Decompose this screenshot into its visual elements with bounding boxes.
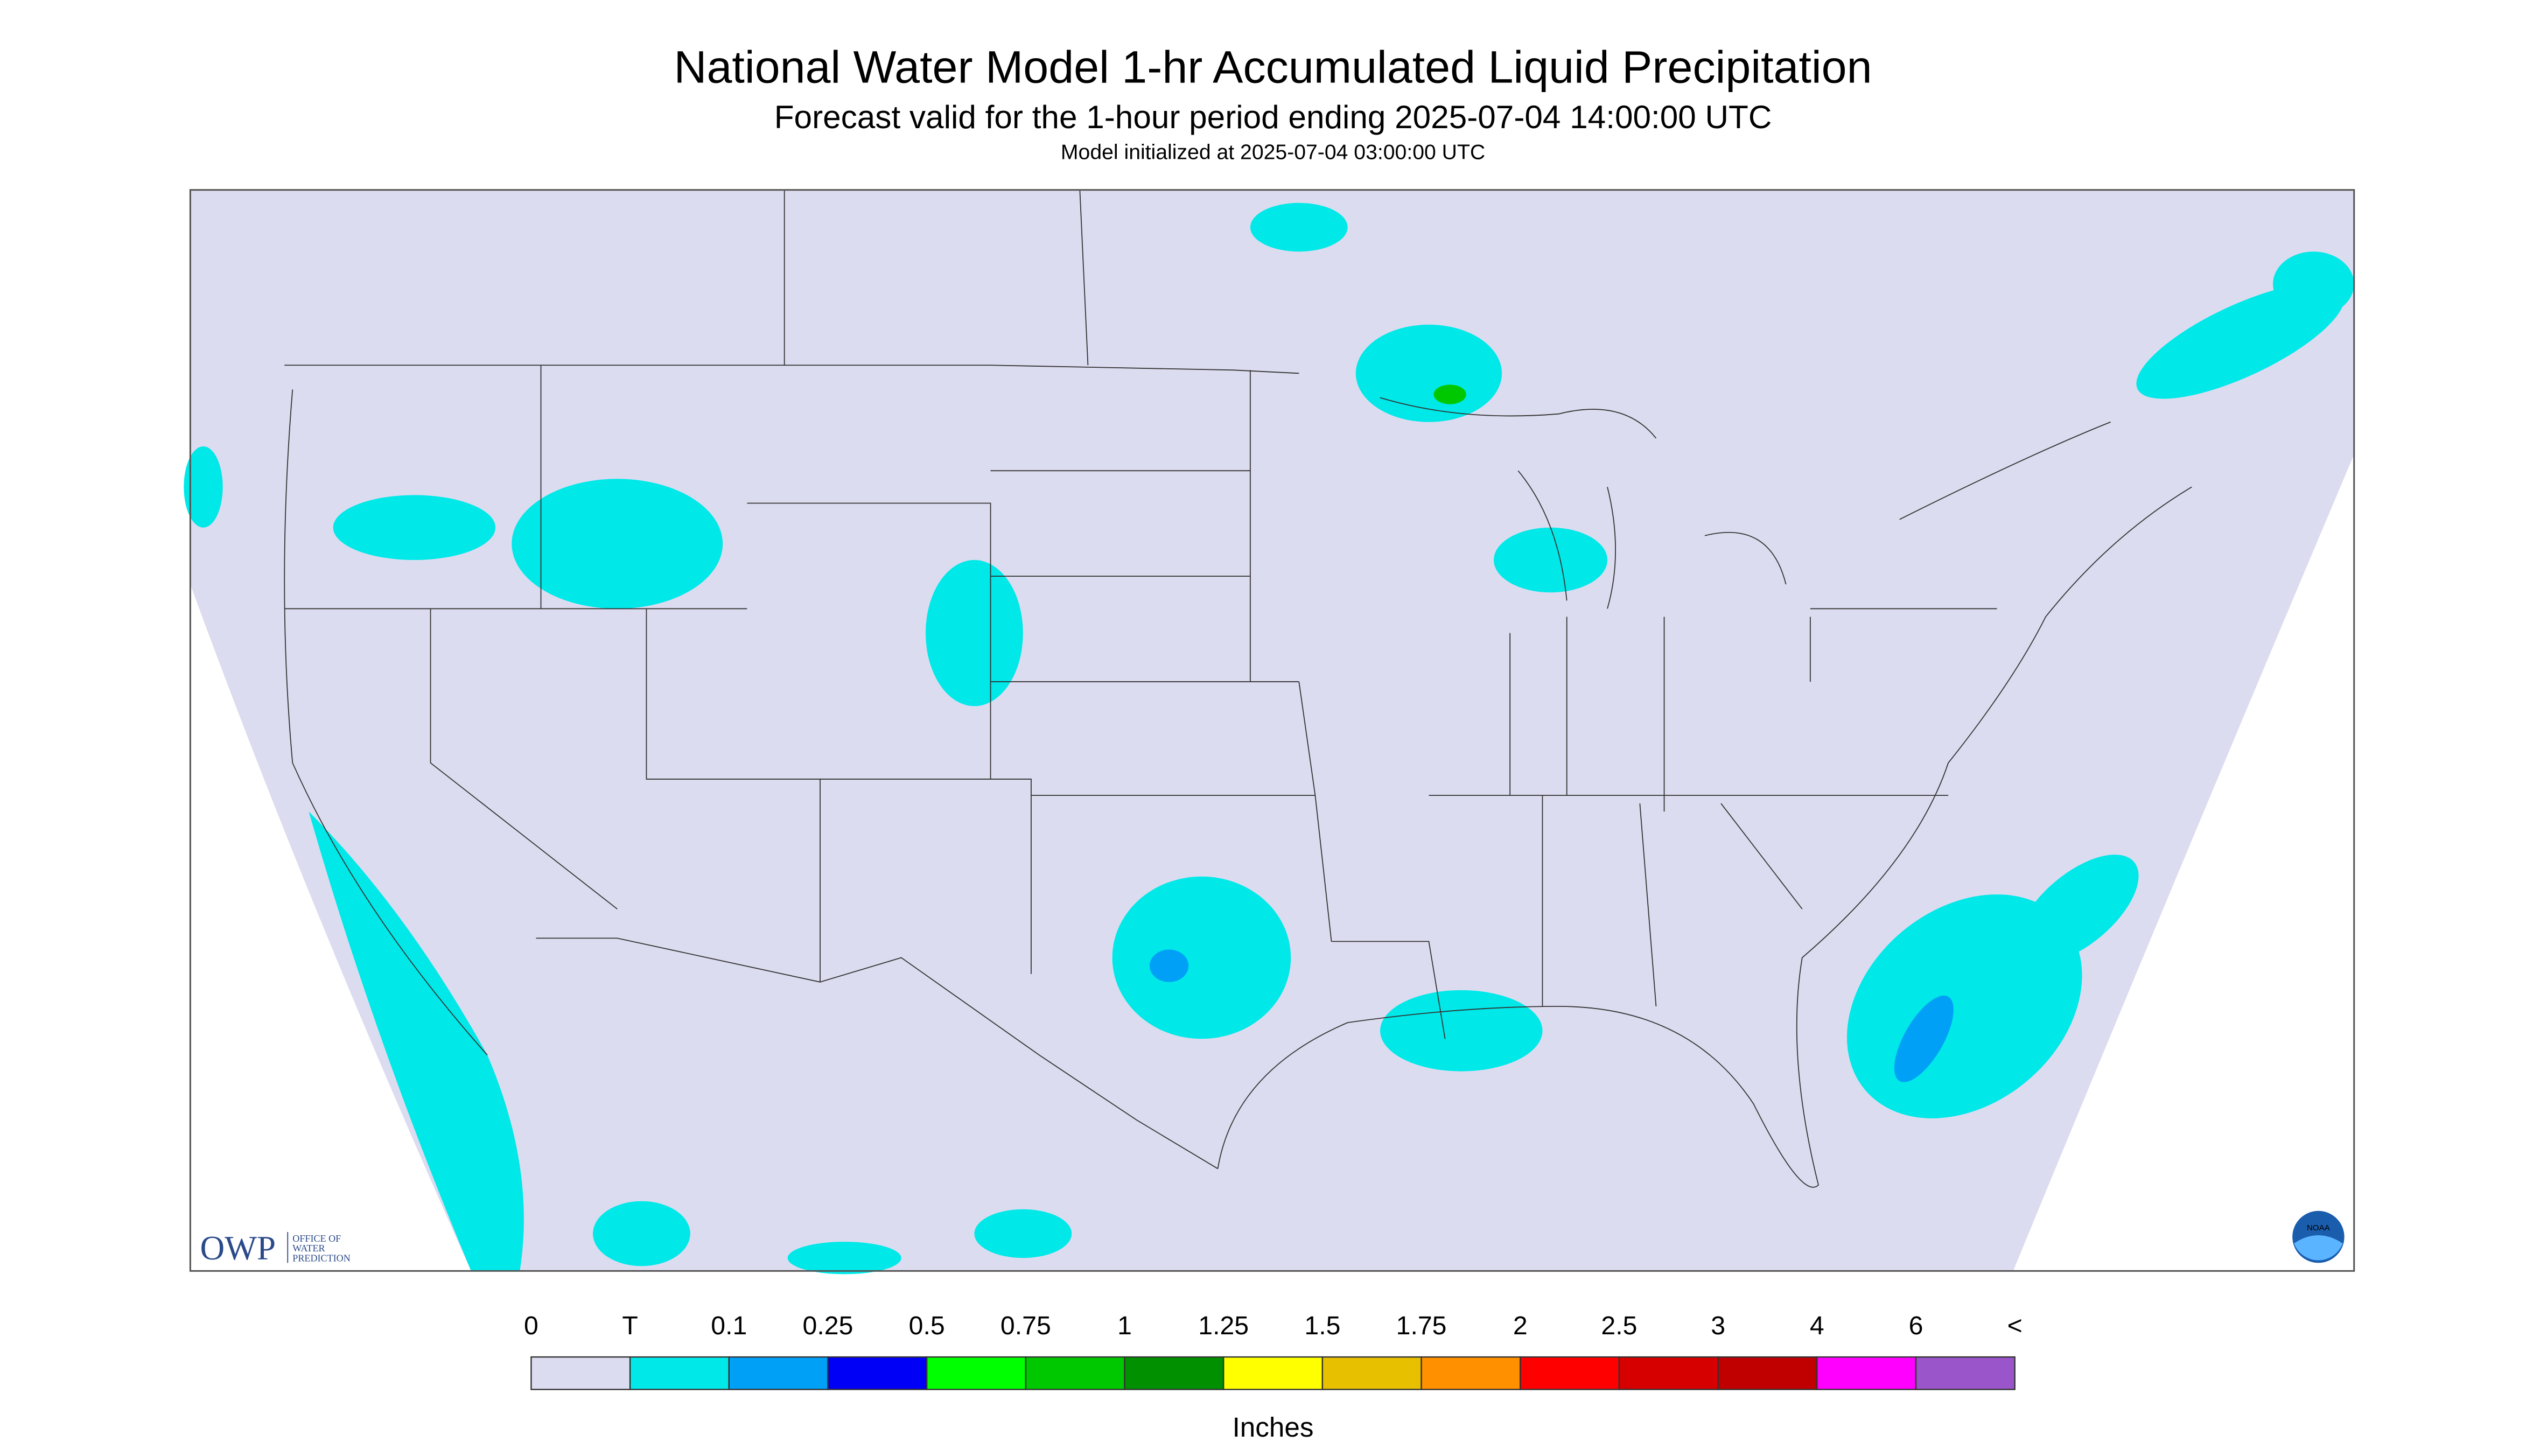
map: OWP OFFICE OF WATER PREDICTION NOAA xyxy=(184,189,2355,1275)
border xyxy=(284,365,1332,982)
precip xyxy=(2136,283,2345,399)
owp-logo: OWP xyxy=(200,1229,276,1267)
legend-swatch xyxy=(1223,1356,1324,1390)
legend-swatch xyxy=(1717,1356,1818,1390)
legend-swatch xyxy=(1321,1356,1422,1390)
subtitle: Forecast valid for the 1-hour period end… xyxy=(774,99,1772,135)
precip-areas xyxy=(184,202,2354,1275)
legend-swatch xyxy=(530,1356,631,1390)
great-lakes xyxy=(1380,397,2111,609)
legend-swatch xyxy=(1520,1356,1620,1390)
legend-swatch xyxy=(827,1356,928,1390)
legend-swatch xyxy=(1421,1356,1521,1390)
precip xyxy=(925,560,1023,706)
legend-label: 1.5 xyxy=(1304,1311,1340,1340)
init-time: Model initialized at 2025-07-04 03:00:00… xyxy=(1061,141,1485,164)
precip xyxy=(2017,855,2139,964)
legend-swatch xyxy=(1124,1356,1224,1390)
precip xyxy=(1380,990,1543,1072)
legend-swatch xyxy=(1816,1356,1917,1390)
precip xyxy=(1355,324,1502,422)
precip xyxy=(309,811,524,1271)
legend-label: 0.75 xyxy=(1000,1311,1051,1340)
legend-swatch xyxy=(629,1356,730,1390)
legend-label: 0.25 xyxy=(803,1311,853,1340)
legend-swatch xyxy=(1915,1356,2016,1390)
legend-swatch xyxy=(1025,1356,1125,1390)
noaa-text: NOAA xyxy=(2307,1223,2331,1233)
legend-label: 1.75 xyxy=(1396,1311,1447,1340)
legend-swatch xyxy=(728,1356,829,1390)
precip xyxy=(592,1201,690,1266)
noaa-wave xyxy=(2294,1235,2343,1261)
legend-label: 0.1 xyxy=(711,1311,747,1340)
precip xyxy=(512,479,723,609)
map-frame xyxy=(189,189,2355,1272)
legend-label: < xyxy=(2007,1311,2023,1340)
precip xyxy=(2272,251,2354,317)
precip xyxy=(1433,384,1466,404)
legend-label: 1.25 xyxy=(1198,1311,1249,1340)
precip xyxy=(333,495,496,560)
border xyxy=(536,608,1997,1170)
legend-label: 0 xyxy=(524,1311,538,1340)
title: National Water Model 1-hr Accumulated Li… xyxy=(674,42,1872,93)
owp-line: WATER xyxy=(292,1243,325,1254)
border xyxy=(284,190,1299,374)
legend-unit: Inches xyxy=(1233,1412,1314,1443)
legend-label: 0.5 xyxy=(909,1311,945,1340)
precip xyxy=(1894,995,1954,1082)
legend-swatch xyxy=(926,1356,1027,1390)
borders xyxy=(284,190,2192,1188)
precip xyxy=(1112,876,1291,1039)
owp-line: OFFICE OF xyxy=(292,1233,341,1244)
legend-label: 1 xyxy=(1117,1311,1132,1340)
legend-label: T xyxy=(622,1311,638,1340)
coastline xyxy=(284,389,2192,1188)
projection-domain xyxy=(190,190,2354,1271)
legend-label: 4 xyxy=(1810,1311,1824,1340)
precip xyxy=(1494,527,1608,593)
legend-label: 2 xyxy=(1513,1311,1528,1340)
precip xyxy=(184,446,223,528)
legend: Inches 0 T 0.1 0.25 0.5 0.75 1 1.25 1.5 1.75 2 2.5 3… xyxy=(524,1311,2023,1443)
precip xyxy=(787,1242,901,1275)
legend-label: 6 xyxy=(1909,1311,1923,1340)
precip xyxy=(1250,202,1348,252)
precip xyxy=(1149,949,1189,982)
legend-swatch xyxy=(1618,1356,1719,1390)
legend-label: 3 xyxy=(1711,1311,1725,1340)
legend-label: 2.5 xyxy=(1601,1311,1637,1340)
owp-line: PREDICTION xyxy=(292,1252,350,1263)
precip xyxy=(974,1209,1072,1258)
